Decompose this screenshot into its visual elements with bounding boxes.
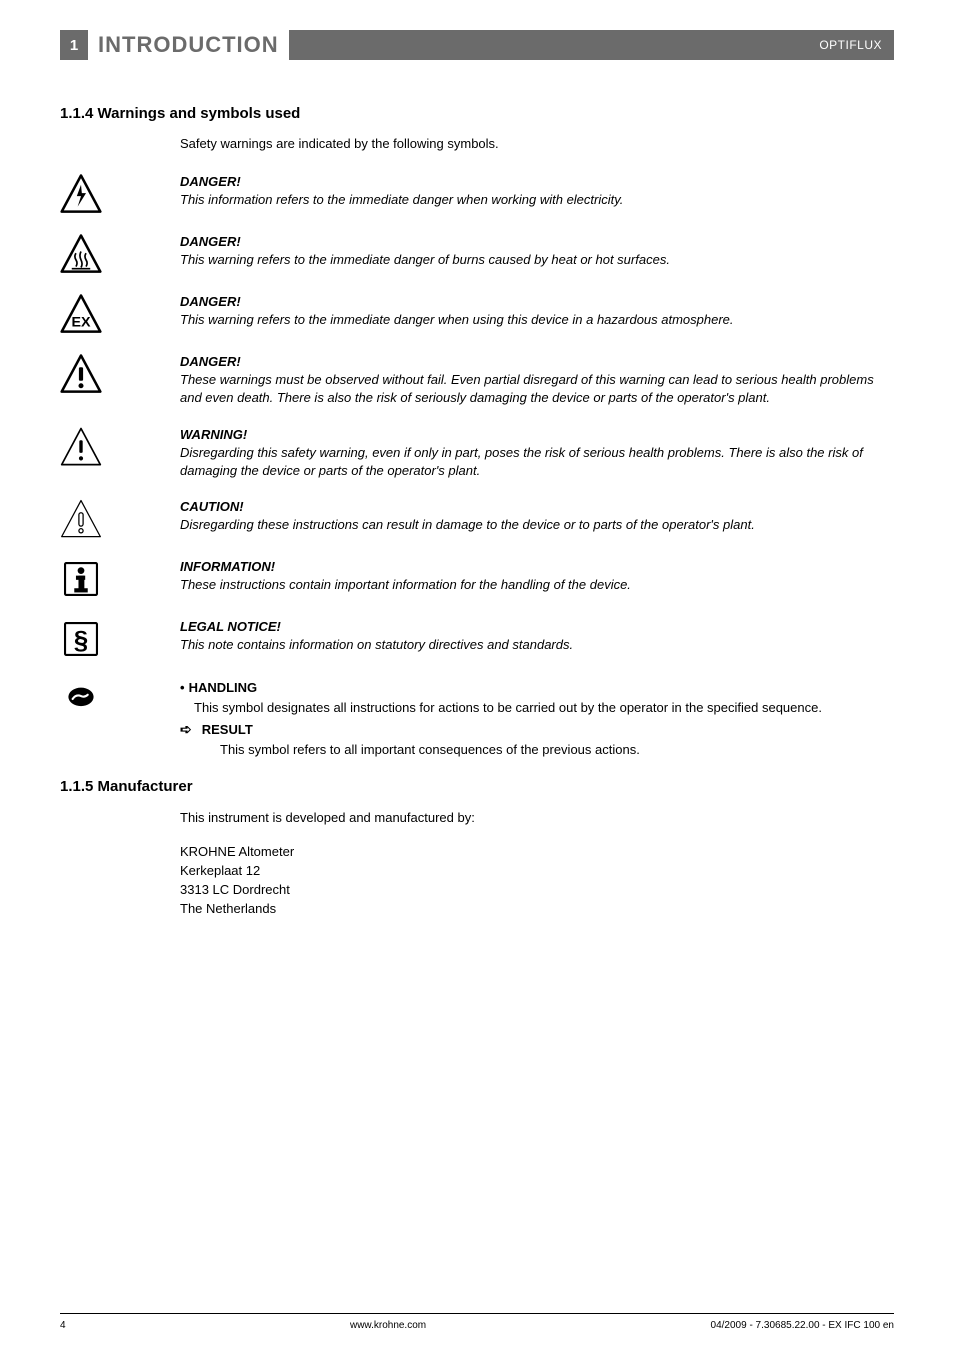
warning-title: WARNING!	[180, 426, 894, 444]
danger-electric-body: This information refers to the immediate…	[180, 191, 894, 209]
intro-114: Safety warnings are indicated by the fol…	[180, 136, 894, 151]
mfr-intro: This instrument is developed and manufac…	[180, 809, 894, 828]
danger-heat-icon	[60, 233, 115, 275]
handling-row: • HANDLING	[180, 678, 894, 698]
heading-115: 1.1.5 Manufacturer	[60, 778, 894, 795]
legal-title: LEGAL NOTICE!	[180, 618, 894, 636]
header-stripe: OPTIFLUX	[289, 30, 894, 60]
result-label: RESULT	[202, 720, 253, 740]
warning-caution: CAUTION! Disregarding these instructions…	[60, 498, 894, 540]
footer-page: 4	[60, 1320, 66, 1331]
svg-text:EX: EX	[71, 315, 91, 331]
mfr-city: 3313 LC Dordrecht	[180, 881, 894, 900]
information-body: These instructions contain important inf…	[180, 576, 894, 594]
danger-ex-body: This warning refers to the immediate dan…	[180, 311, 894, 329]
warning-information: INFORMATION! These instructions contain …	[60, 558, 894, 600]
danger-ex-title: DANGER!	[180, 293, 894, 311]
mfr-street: Kerkeplaat 12	[180, 862, 894, 881]
handling-block: • HANDLING This symbol designates all ins…	[60, 678, 894, 760]
handling-label: HANDLING	[189, 680, 258, 695]
warning-icon	[60, 426, 115, 468]
result-row: ➪ RESULT	[180, 719, 894, 740]
warning-danger-general: DANGER! These warnings must be observed …	[60, 353, 894, 408]
danger-general-title: DANGER!	[180, 353, 894, 371]
result-arrow-icon: ➪	[180, 719, 192, 740]
header-bar: 1 INTRODUCTION OPTIFLUX	[60, 30, 894, 60]
warning-danger-ex: EX DANGER! This warning refers to the im…	[60, 293, 894, 335]
mfr-name: KROHNE Altometer	[180, 843, 894, 862]
information-icon	[60, 558, 115, 600]
danger-electric-title: DANGER!	[180, 173, 894, 191]
section-title: INTRODUCTION	[88, 30, 289, 60]
svg-text:§: §	[74, 625, 88, 655]
caution-title: CAUTION!	[180, 498, 894, 516]
danger-ex-icon: EX	[60, 293, 115, 335]
legal-icon: §	[60, 618, 115, 660]
handling-bullet: •	[180, 680, 185, 695]
section-number: 1	[60, 30, 88, 60]
handling-icon	[60, 678, 115, 720]
mfr-country: The Netherlands	[180, 900, 894, 919]
warning-legal: § LEGAL NOTICE! This note contains infor…	[60, 618, 894, 660]
danger-heat-title: DANGER!	[180, 233, 894, 251]
page-footer: 4 www.krohne.com 04/2009 - 7.30685.22.00…	[60, 1313, 894, 1331]
warning-warning: WARNING! Disregarding this safety warnin…	[60, 426, 894, 481]
warning-danger-heat: DANGER! This warning refers to the immed…	[60, 233, 894, 275]
danger-general-body: These warnings must be observed without …	[180, 371, 894, 407]
danger-heat-body: This warning refers to the immediate dan…	[180, 251, 894, 269]
legal-body: This note contains information on statut…	[180, 636, 894, 654]
danger-general-icon	[60, 353, 115, 395]
result-body: This symbol refers to all important cons…	[180, 740, 894, 760]
handling-body: This symbol designates all instructions …	[180, 698, 894, 718]
warning-danger-electric: DANGER! This information refers to the i…	[60, 173, 894, 215]
heading-114: 1.1.4 Warnings and symbols used	[60, 105, 894, 122]
brand-label: OPTIFLUX	[819, 38, 882, 52]
manufacturer-block: This instrument is developed and manufac…	[180, 809, 894, 919]
information-title: INFORMATION!	[180, 558, 894, 576]
warning-body: Disregarding this safety warning, even i…	[180, 444, 894, 480]
footer-doc: 04/2009 - 7.30685.22.00 - EX IFC 100 en	[711, 1320, 894, 1331]
caution-icon	[60, 498, 115, 540]
danger-electric-icon	[60, 173, 115, 215]
caution-body: Disregarding these instructions can resu…	[180, 516, 894, 534]
footer-url: www.krohne.com	[350, 1320, 426, 1331]
